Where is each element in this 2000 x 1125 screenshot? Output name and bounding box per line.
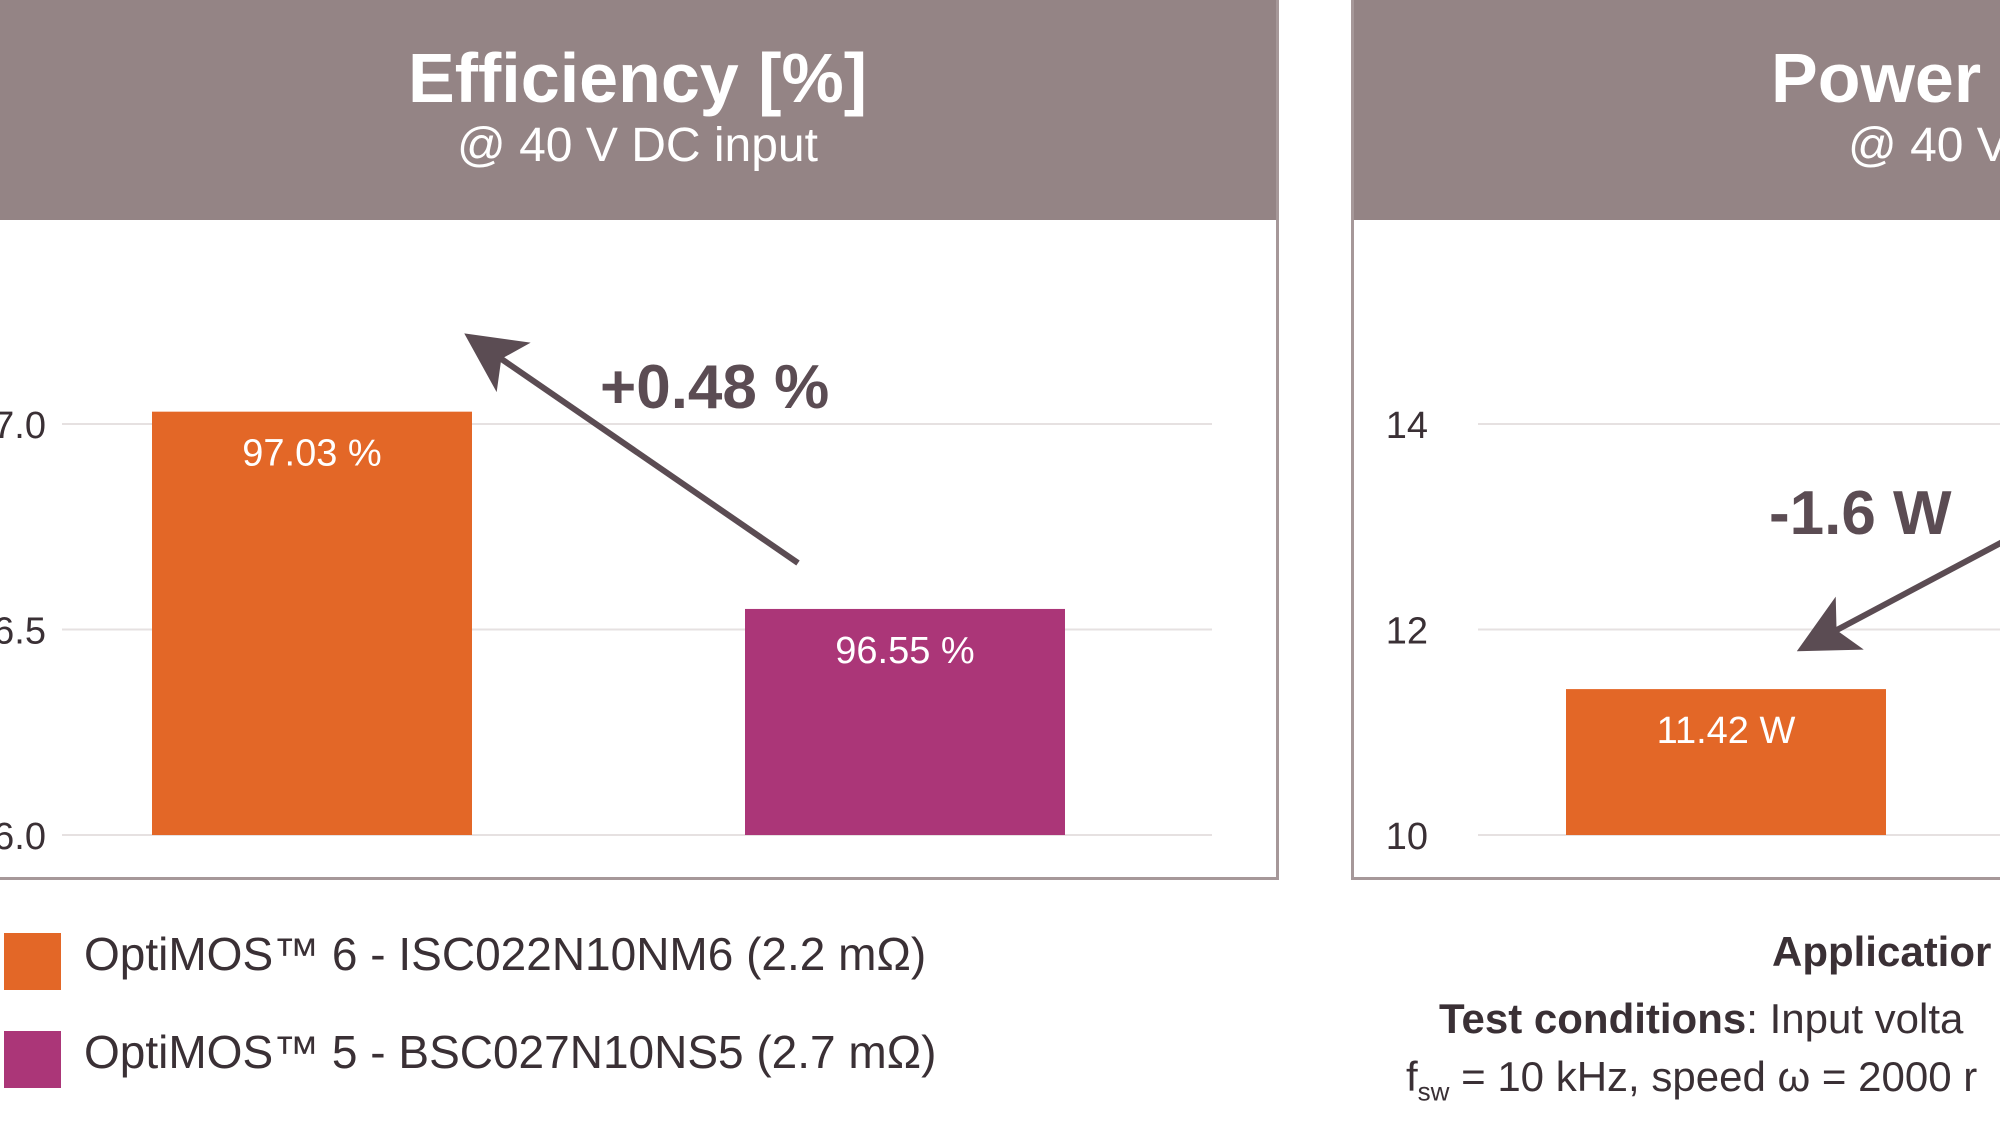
efficiency-bar-data-label: 96.55 % <box>835 630 974 672</box>
power-loss-chart-subtitle: @ 40 V <box>1848 119 2000 172</box>
efficiency-y-tick-label: 7.0 <box>0 405 46 447</box>
legend-label-optimos6: OptiMOS™ 6 - ISC022N10NM6 (2.2 mΩ) <box>84 928 927 980</box>
test-conditions-label: Test conditions <box>1439 995 1747 1042</box>
efficiency-y-tick-label: 6.5 <box>0 611 46 653</box>
fsw-subscript: sw <box>1417 1076 1450 1107</box>
legend-swatch-optimos6 <box>4 933 61 990</box>
power-loss-bar <box>1566 689 1886 835</box>
fsw-text: = 10 kHz, speed ω = 2000 r <box>1449 1053 1978 1100</box>
efficiency-chart-header: Efficiency [%] @ 40 V DC input <box>0 0 1276 220</box>
fsw-symbol: f <box>1406 1053 1418 1100</box>
legend-swatch-optimos5 <box>4 1031 61 1088</box>
power-loss-delta-annotation: -1.6 W <box>1769 479 1952 548</box>
application-title: Applicatior <box>1772 928 1992 975</box>
power-loss-y-tick-label: 12 <box>1386 611 1428 653</box>
efficiency-chart-subtitle: @ 40 V DC input <box>457 119 818 172</box>
efficiency-bar-data-label: 97.03 % <box>242 433 381 475</box>
power-loss-y-tick-label: 10 <box>1386 816 1428 858</box>
power-loss-chart-header: Power l @ 40 V <box>1354 0 2000 220</box>
efficiency-y-tick-label: 6.0 <box>0 816 46 858</box>
switching-frequency-line: fsw = 10 kHz, speed ω = 2000 r <box>1406 1053 1977 1107</box>
power-loss-chart-title: Power l <box>1771 39 2000 117</box>
power-loss-comparison-arrow <box>1796 539 2000 652</box>
efficiency-chart-title: Efficiency [%] <box>408 39 867 117</box>
power-loss-y-tick-label: 14 <box>1386 405 1428 447</box>
efficiency-bar <box>745 608 1065 835</box>
power-loss-bar-data-label: 11.42 W <box>1657 710 1796 752</box>
efficiency-delta-annotation: +0.48 % <box>600 353 829 422</box>
test-conditions-line: Test conditions: Input volta <box>1439 995 1963 1043</box>
efficiency-bar <box>152 411 472 835</box>
efficiency-comparison-arrow <box>464 333 800 566</box>
legend-label-optimos5: OptiMOS™ 5 - BSC027N10NS5 (2.7 mΩ) <box>84 1026 937 1078</box>
power-loss-chart-panel: Power l @ 40 V <box>1351 0 2000 880</box>
test-conditions-text: : Input volta <box>1746 995 1964 1042</box>
